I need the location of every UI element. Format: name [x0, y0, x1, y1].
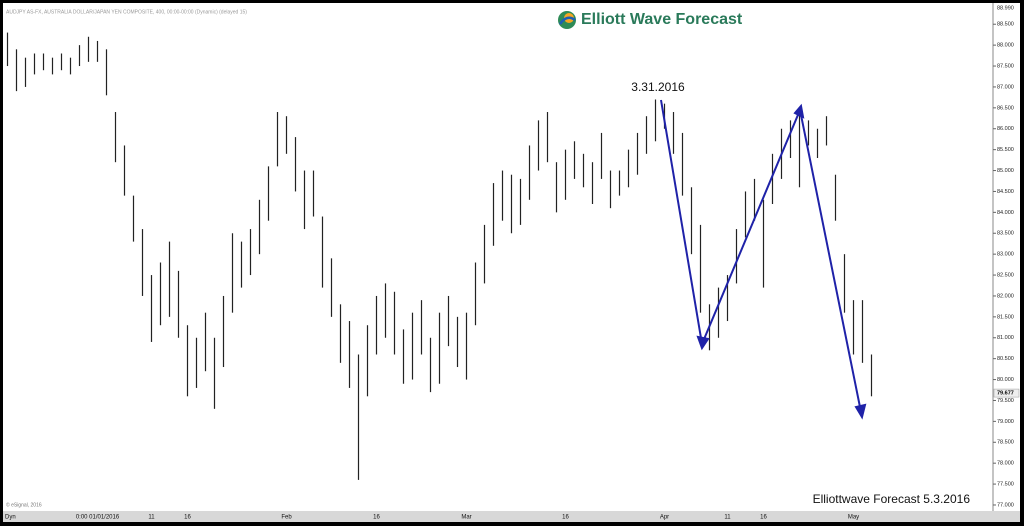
x-tick-label: May — [848, 515, 859, 521]
x-tick-label: 16 — [373, 515, 380, 521]
y-tick-label: 78.500 — [997, 440, 1014, 446]
wave-arrows — [660, 99, 867, 420]
high-label: 88.990 — [997, 5, 1014, 11]
y-tick-label: 87.000 — [997, 84, 1014, 90]
bars — [6, 32, 873, 480]
logo: Elliott Wave Forecast — [558, 11, 743, 29]
y-tick-label: 79.000 — [997, 419, 1014, 425]
y-tick-label: 82.500 — [997, 273, 1014, 279]
y-tick-label: 83.000 — [997, 252, 1014, 258]
chart-background — [3, 3, 1020, 522]
y-tick-label: 86.000 — [997, 126, 1014, 132]
wave-line — [660, 99, 862, 413]
brand-title: Elliott Wave Forecast — [581, 11, 743, 28]
y-tick-label: 81.500 — [997, 314, 1014, 320]
mode-label: Dyn — [5, 515, 16, 521]
annotation: 3.31.2016 — [631, 80, 685, 94]
y-tick-label: 87.500 — [997, 63, 1014, 69]
x-tick-label: 16 — [760, 515, 767, 521]
x-tick-label: 16 — [184, 515, 191, 521]
y-tick-label: 77.000 — [997, 502, 1014, 508]
y-tick-label: 79.500 — [997, 398, 1014, 404]
arrow-head — [854, 403, 867, 420]
y-tick-label: 80.500 — [997, 356, 1014, 362]
y-tick-label: 84.000 — [997, 210, 1014, 216]
y-tick-label: 81.000 — [997, 335, 1014, 341]
x-tick-label: Apr — [660, 515, 669, 521]
y-tick-label: 86.500 — [997, 105, 1014, 111]
x-tick-label: Feb — [281, 515, 292, 521]
y-tick-label: 85.000 — [997, 168, 1014, 174]
x-tick-label: Mar — [461, 515, 471, 521]
footer-text: Elliottwave Forecast 5.3.2016 — [813, 492, 971, 506]
x-axis-strip — [3, 511, 1020, 522]
x-tick-label: 16 — [562, 515, 569, 521]
copyright: © eSignal, 2016 — [6, 501, 42, 508]
x-tick-label: 0:00 01/01/2016 — [76, 515, 120, 521]
y-tick-label: 88.500 — [997, 22, 1014, 28]
y-tick-label: 85.500 — [997, 147, 1014, 153]
last-price-label: 79.677 — [997, 391, 1014, 397]
y-tick-label: 77.500 — [997, 482, 1014, 488]
arrow-head — [696, 335, 710, 351]
arrow-head — [793, 103, 805, 119]
chart-header: AUDJPY AS-FX, AUSTRALIA DOLLAR/JAPAN YEN… — [6, 9, 247, 15]
y-tick-label: 78.000 — [997, 461, 1014, 467]
x-tick-label: 11 — [724, 515, 731, 521]
y-tick-label: 82.000 — [997, 293, 1014, 299]
last-price-box — [993, 388, 1020, 398]
x-tick-label: 11 — [148, 515, 155, 521]
y-tick-label: 80.000 — [997, 377, 1014, 383]
y-tick-label: 88.000 — [997, 43, 1014, 49]
y-tick-label: 84.500 — [997, 189, 1014, 195]
y-tick-label: 83.500 — [997, 231, 1014, 237]
logo-swoosh — [558, 16, 576, 25]
